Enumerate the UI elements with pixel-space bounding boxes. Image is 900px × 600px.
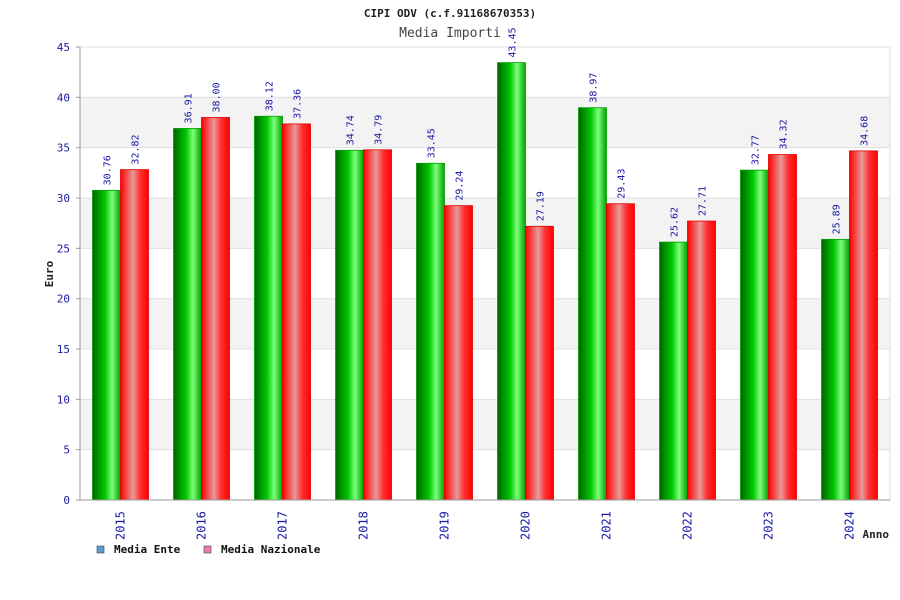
x-tick-label: 2021	[600, 511, 614, 540]
y-tick-label: 40	[57, 91, 70, 104]
y-tick-label: 15	[57, 343, 70, 356]
data-label: 34.32	[779, 119, 790, 149]
bars	[92, 62, 878, 501]
x-tick-label: 2016	[195, 511, 209, 540]
legend-label-media-nazionale: Media Nazionale	[221, 543, 321, 556]
x-tick-label: 2024	[843, 511, 857, 540]
bar-media-ente-2021	[578, 107, 607, 501]
x-axis-label: Anno	[863, 528, 890, 541]
bar-media-nazionale-2024	[849, 150, 878, 501]
bar-media-nazionale-2021	[606, 203, 635, 501]
data-label: 34.74	[346, 115, 357, 145]
y-tick-label: 0	[63, 494, 70, 507]
y-tick-label: 5	[63, 444, 70, 457]
bar-media-ente-2015	[92, 189, 121, 501]
y-axis-label: Euro	[43, 260, 56, 287]
y-tick-label: 35	[57, 142, 70, 155]
y-tick-label: 20	[57, 293, 70, 306]
data-label: 25.62	[670, 207, 681, 237]
bar-media-nazionale-2015	[120, 169, 149, 501]
y-tick-label: 10	[57, 393, 70, 406]
data-label: 38.12	[265, 81, 276, 111]
x-tick-label: 2017	[276, 511, 290, 540]
data-labels: 30.76 32.82 36.91 38.00 38.12 37.36 34.74 34.79…	[103, 27, 871, 237]
data-label: 33.45	[427, 128, 438, 158]
chart-subtitle: Media Importi	[399, 26, 501, 41]
bar-media-ente-2018	[335, 149, 364, 501]
data-label: 38.97	[589, 73, 600, 103]
data-label: 29.43	[617, 169, 628, 199]
data-label: 30.76	[103, 155, 114, 185]
data-label: 27.19	[536, 191, 547, 221]
bar-media-ente-2024	[821, 238, 850, 501]
y-tick-label: 30	[57, 192, 70, 205]
data-label: 27.71	[698, 186, 709, 216]
y-axis-ticks: 0 5 10 15 20 25 30 35 40 45	[57, 41, 80, 507]
data-label: 43.45	[508, 27, 519, 57]
bar-media-ente-2020	[497, 62, 526, 501]
legend: Media Ente Media Nazionale	[96, 543, 321, 556]
x-tick-label: 2023	[762, 511, 776, 540]
x-tick-label: 2015	[114, 511, 128, 540]
bar-media-ente-2023	[740, 169, 769, 501]
bar-media-ente-2019	[416, 162, 445, 501]
data-label: 34.79	[374, 115, 385, 145]
data-label: 25.89	[832, 204, 843, 234]
data-label: 36.91	[184, 93, 195, 123]
legend-swatch-media-ente	[96, 545, 105, 554]
plot-band	[80, 47, 890, 98]
bar-media-nazionale-2023	[768, 154, 797, 501]
x-axis-ticks: 2015 2016 2017 2018 2019 2020 2021 2022 2023 2024	[114, 511, 857, 540]
chart-title: CIPI ODV (c.f.91168670353)	[364, 7, 536, 20]
bar-media-nazionale-2020	[525, 225, 554, 501]
bar-media-ente-2022	[659, 241, 688, 501]
data-label: 34.68	[860, 116, 871, 146]
y-tick-label: 45	[57, 41, 70, 54]
bar-media-nazionale-2018	[363, 149, 392, 501]
legend-label-media-ente: Media Ente	[114, 543, 181, 556]
data-label: 32.77	[751, 135, 762, 165]
data-label: 37.36	[293, 89, 304, 119]
legend-swatch-media-nazionale	[203, 545, 212, 554]
bar-media-ente-2016	[173, 128, 202, 501]
x-tick-label: 2022	[681, 511, 695, 540]
y-tick-label: 25	[57, 242, 70, 255]
data-label: 38.00	[212, 82, 223, 112]
bar-media-nazionale-2017	[282, 123, 311, 501]
bar-media-nazionale-2019	[444, 205, 473, 501]
bar-media-nazionale-2022	[687, 220, 716, 501]
data-label: 29.24	[455, 171, 466, 201]
x-tick-label: 2020	[519, 511, 533, 540]
x-tick-label: 2019	[438, 511, 452, 540]
x-tick-label: 2018	[357, 511, 371, 540]
data-label: 32.82	[131, 135, 142, 165]
bar-media-nazionale-2016	[201, 117, 230, 501]
bar-media-ente-2017	[254, 115, 283, 501]
